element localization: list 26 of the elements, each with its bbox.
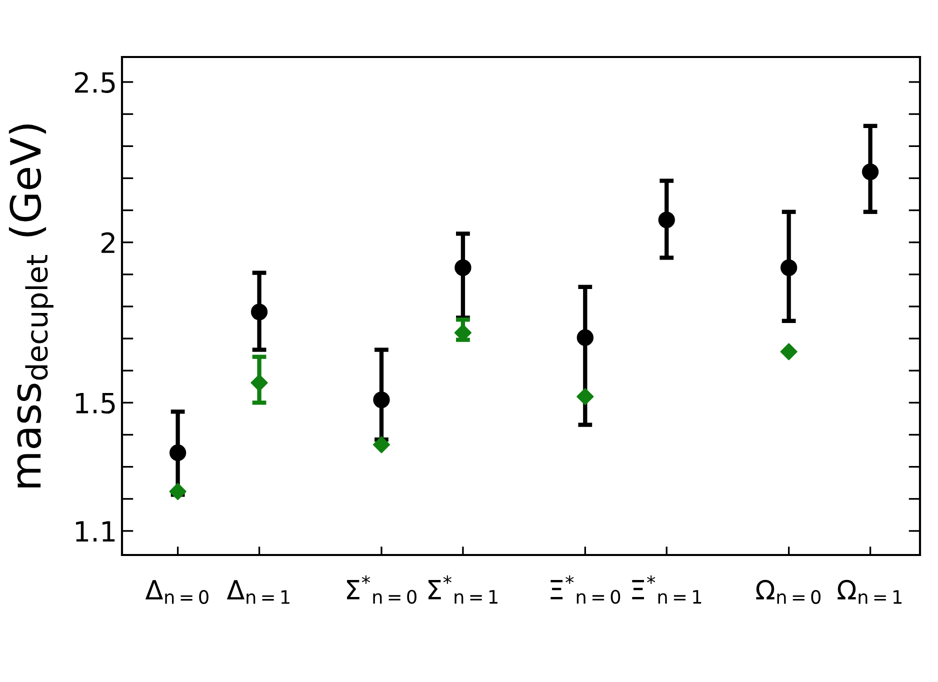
point xyxy=(658,212,675,228)
y-axis-title: mass$_{decuplet}$ (GeV) xyxy=(8,124,54,488)
y-tick-label: 1.5 xyxy=(76,392,115,414)
point xyxy=(862,163,879,180)
x-tick-label: Δ$_{n=0}$ xyxy=(145,580,208,604)
point xyxy=(780,343,798,360)
x-tick-label: Σ$^{*}$$_{n=1}$ xyxy=(428,575,498,604)
x-tick-label: Σ$^{*}$$_{n=0}$ xyxy=(346,575,416,604)
y-tick-label: 1.1 xyxy=(76,521,115,542)
x-tick-label: Ω$_{n=0}$ xyxy=(756,580,821,604)
point xyxy=(169,444,186,462)
point xyxy=(250,374,268,392)
x-tick-label: Δ$_{n=1}$ xyxy=(226,580,290,604)
point xyxy=(250,304,268,320)
point xyxy=(780,259,798,276)
point xyxy=(454,259,472,276)
point xyxy=(373,391,390,408)
point xyxy=(372,436,390,454)
y-tick-label: 2 xyxy=(102,232,114,253)
point xyxy=(169,482,186,500)
x-tick-label: Ξ$^{*}$$_{n=0}$ xyxy=(550,575,620,604)
point xyxy=(576,388,594,406)
point xyxy=(576,329,594,346)
x-tick-label: Ξ$^{*}$$_{n=1}$ xyxy=(632,575,702,604)
x-tick-label: Ω$_{n=1}$ xyxy=(838,580,902,604)
y-tick-label: 2.5 xyxy=(75,72,115,93)
